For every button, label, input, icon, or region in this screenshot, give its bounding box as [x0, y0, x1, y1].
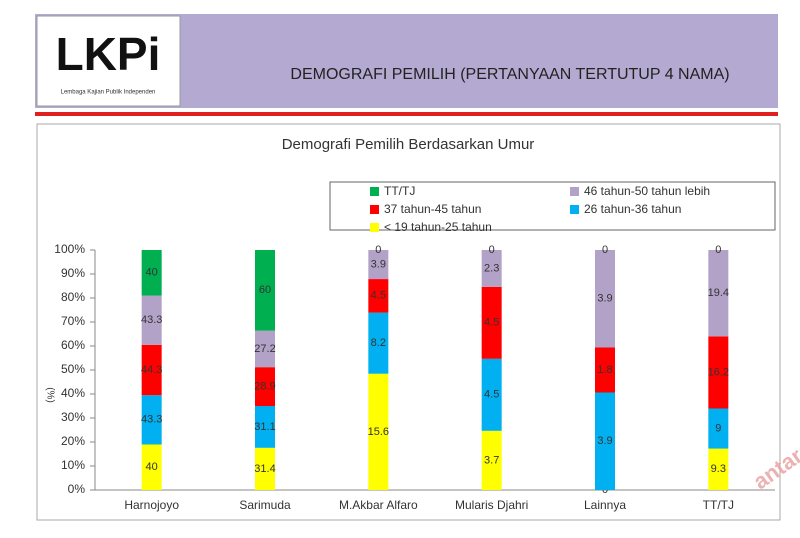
data-label: 4.5 [484, 317, 499, 329]
data-label: 4.5 [484, 389, 499, 401]
bar-segment [481, 358, 502, 431]
legend-label: 46 tahun-50 tahun lebih [584, 184, 710, 198]
data-label: 3.9 [597, 293, 612, 305]
data-label: 3.9 [597, 435, 612, 447]
data-label: 43.3 [141, 414, 162, 426]
data-label: 19.4 [708, 287, 729, 299]
bar-segment [481, 250, 502, 287]
data-label: 9.3 [711, 463, 726, 475]
bar-segment [255, 367, 275, 407]
data-label: 9 [715, 422, 721, 434]
legend-label: < 19 tahun-25 tahun [384, 220, 492, 234]
bar-segment [368, 312, 389, 374]
x-tick-label: Sarimuda [239, 498, 291, 512]
bar-segment [481, 286, 502, 359]
data-label: 40 [146, 461, 158, 473]
bar-segment [141, 344, 162, 396]
data-label: 3.7 [484, 454, 499, 466]
bar-segment [595, 392, 615, 490]
legend [329, 181, 776, 231]
data-label: 28.9 [254, 381, 275, 393]
x-tick-label: Harnojoyo [124, 498, 179, 512]
data-label: 0 [602, 244, 608, 256]
bar-segment [708, 408, 729, 449]
data-label: 0 [489, 244, 495, 256]
bar-segment [255, 250, 275, 331]
legend-swatch [370, 205, 379, 214]
legend-swatch [370, 223, 379, 232]
bar-segment [708, 336, 729, 409]
x-tick-label: M.Akbar Alfaro [339, 498, 418, 512]
bar-segment [141, 444, 162, 490]
data-label: 4.5 [371, 290, 386, 302]
bar-segment [255, 406, 275, 448]
bar-segment [708, 250, 729, 337]
x-tick-label: Mularis Djahri [455, 498, 528, 512]
y-tick-label: 30% [61, 410, 85, 424]
data-label: 0 [375, 244, 381, 256]
data-label: 2.3 [484, 262, 499, 274]
legend-label: 37 tahun-45 tahun [384, 202, 481, 216]
y-tick-label: 70% [61, 314, 85, 328]
y-tick-label: 100% [54, 242, 85, 256]
bar-segment [141, 250, 162, 296]
data-label: 31.1 [254, 421, 275, 433]
data-label: 27.2 [254, 343, 275, 355]
chart-title: Demografi Pemilih Berdasarkan Umur [282, 136, 535, 153]
bar-segment [595, 347, 615, 393]
legend-label: 26 tahun-36 tahun [584, 202, 681, 216]
legend-swatch [570, 205, 579, 214]
y-tick-label: 20% [61, 434, 85, 448]
logo-caption: Lembaga Kajian Publik Independen [61, 90, 156, 96]
data-label: 0 [715, 244, 721, 256]
data-label: 44.3 [141, 364, 162, 376]
bar-segment [255, 447, 275, 490]
legend-swatch [570, 187, 579, 196]
data-label: 60 [259, 284, 271, 296]
y-tick-label: 80% [61, 290, 85, 304]
data-label: 3.9 [371, 258, 386, 270]
legend-swatch [370, 187, 379, 196]
bar-segment [255, 330, 275, 368]
x-tick-label: Lainnya [584, 498, 626, 512]
logo: LKPi [56, 28, 161, 80]
bar-segment [708, 448, 729, 490]
bar-segment [368, 279, 389, 313]
bar-segment [141, 295, 162, 345]
header-rule [35, 112, 778, 116]
y-tick-label: 60% [61, 338, 85, 352]
data-label: 40 [146, 267, 158, 279]
data-label: 8.2 [371, 337, 386, 349]
bar-segment [481, 430, 502, 490]
bar-segment [141, 395, 162, 445]
data-label: 15.6 [368, 426, 389, 438]
y-tick-label: 40% [61, 386, 85, 400]
data-label: 16.2 [708, 366, 729, 378]
y-tick-label: 90% [61, 266, 85, 280]
x-tick-label: TT/TJ [703, 498, 734, 512]
legend-label: TT/TJ [384, 184, 415, 198]
data-label: 1.8 [597, 364, 612, 376]
logo-box [36, 15, 181, 107]
bar-segment [368, 373, 389, 490]
y-tick-label: 0% [68, 482, 86, 496]
y-tick-label: 10% [61, 458, 85, 472]
data-label: 31.4 [254, 463, 275, 475]
y-axis-label: (%) [44, 387, 55, 403]
header-title: DEMOGRAFI PEMILIH (PERTANYAAN TERTUTUP 4… [290, 66, 729, 83]
bar-segment [368, 250, 389, 280]
y-tick-label: 50% [61, 362, 85, 376]
data-label: 43.3 [141, 314, 162, 326]
bar-segment [595, 250, 615, 348]
